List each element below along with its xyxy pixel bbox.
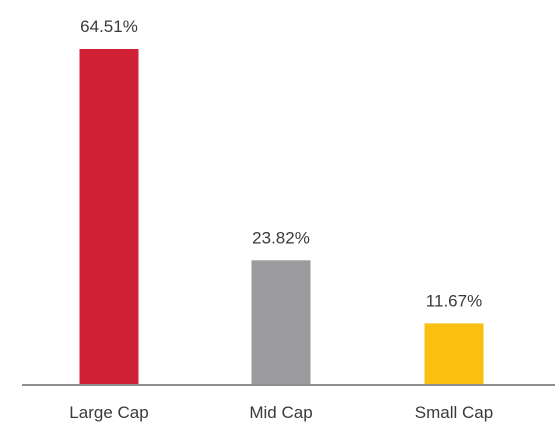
value-label-large-cap: 64.51%: [80, 17, 138, 36]
value-label-mid-cap: 23.82%: [252, 228, 310, 247]
value-label-small-cap: 11.67%: [426, 291, 482, 310]
bar-large-cap: [79, 49, 139, 384]
category-label-mid-cap: Mid Cap: [249, 403, 312, 422]
category-labels-group: Large Cap Mid Cap Small Cap: [69, 403, 493, 422]
category-label-large-cap: Large Cap: [69, 403, 148, 422]
bars-group: [79, 49, 484, 384]
category-label-small-cap: Small Cap: [415, 403, 493, 422]
bar-mid-cap: [251, 260, 311, 384]
bar-small-cap: [424, 323, 484, 384]
value-labels-group: 64.51% 23.82% 11.67%: [80, 17, 482, 310]
